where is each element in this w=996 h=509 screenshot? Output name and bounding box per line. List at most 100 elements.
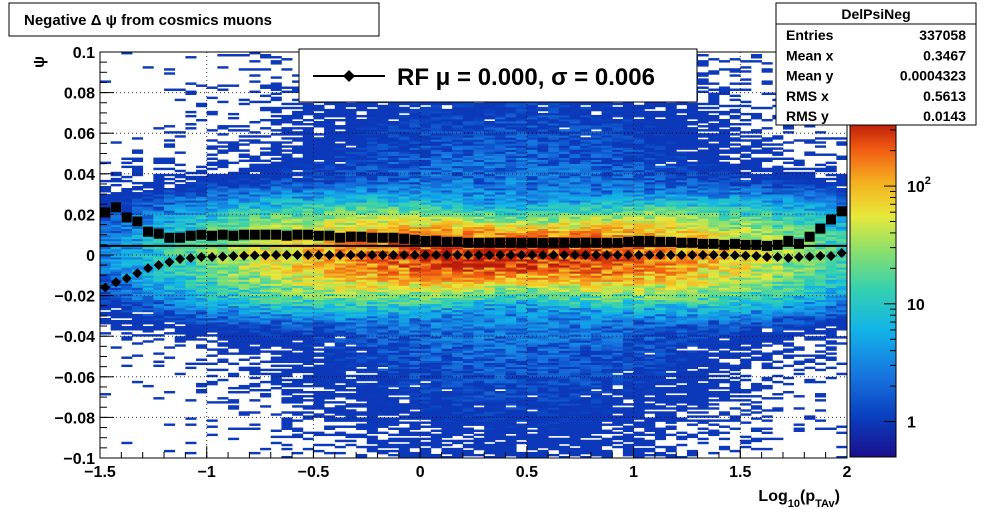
heatmap-cell <box>142 289 154 292</box>
heatmap-cell <box>206 267 218 270</box>
heatmap-cell <box>196 185 208 189</box>
heatmap-cell <box>249 60 261 63</box>
heatmap-cell <box>313 188 325 191</box>
heatmap-cell <box>313 155 325 158</box>
heatmap-cell <box>302 220 314 223</box>
heatmap-cell <box>228 173 240 177</box>
heatmap-cell <box>142 246 154 250</box>
heatmap-cell <box>281 265 293 268</box>
heatmap-cell <box>281 102 293 106</box>
heatmap-cell <box>260 405 272 408</box>
heatmap-cell <box>153 185 165 189</box>
heatmap-cell <box>121 269 133 272</box>
heatmap-cell <box>174 131 186 134</box>
heatmap-cell <box>313 348 325 351</box>
heatmap-cell <box>249 346 261 349</box>
heatmap-cell <box>142 273 154 276</box>
heatmap-cell <box>174 230 186 234</box>
heatmap-cell <box>100 226 112 230</box>
heatmap-cell <box>217 350 229 353</box>
heatmap-cell <box>313 372 325 376</box>
heatmap-cell <box>292 399 304 402</box>
heatmap-cell <box>270 210 282 213</box>
heatmap-cell <box>292 133 304 136</box>
heatmap-cell <box>100 185 112 189</box>
heatmap-cell <box>132 165 144 169</box>
heatmap-cell <box>302 370 314 374</box>
heatmap-cell <box>185 362 197 366</box>
heatmap-cell <box>153 177 165 181</box>
heatmap-cell <box>292 324 304 327</box>
heatmap-cell <box>249 366 261 370</box>
heatmap-cell <box>260 321 272 325</box>
heatmap-cell <box>100 332 112 335</box>
heatmap-cell <box>228 179 240 183</box>
heatmap-cell <box>217 285 229 288</box>
heatmap-cell <box>228 405 240 408</box>
heatmap-cell <box>260 295 272 299</box>
heatmap-cell <box>270 200 282 203</box>
heatmap-cell <box>313 297 325 301</box>
heatmap-cell <box>238 293 250 296</box>
heatmap-cell <box>302 192 314 195</box>
heatmap-cell <box>164 222 176 225</box>
heatmap-cell <box>164 317 176 321</box>
heatmap-cell <box>153 204 165 207</box>
heatmap-cell <box>313 315 325 319</box>
heatmap-cell <box>132 188 144 191</box>
heatmap-cell <box>302 185 314 189</box>
heatmap-cell <box>292 378 304 382</box>
heatmap-cell <box>196 102 208 106</box>
heatmap-cell <box>238 54 250 57</box>
heatmap-cell <box>164 289 176 292</box>
heatmap-cell <box>153 216 165 219</box>
heatmap-cell <box>228 307 240 311</box>
heatmap-cell <box>196 313 208 317</box>
heatmap-cell <box>110 183 122 187</box>
heatmap-cell <box>185 291 197 294</box>
heatmap-cell <box>185 181 197 185</box>
heatmap-cell <box>260 226 272 230</box>
heatmap-cell <box>132 181 144 185</box>
heatmap-cell <box>206 340 218 343</box>
heatmap-cell <box>164 159 176 163</box>
heatmap-cell <box>260 342 272 345</box>
heatmap-cell <box>217 301 229 305</box>
heatmap-cell <box>217 133 229 136</box>
heatmap-cell <box>228 208 240 211</box>
heatmap-cell <box>238 269 250 272</box>
heatmap-cell <box>164 279 176 282</box>
heatmap-cell <box>292 208 304 211</box>
heatmap-cell <box>356 417 368 420</box>
heatmap-cell <box>196 171 208 175</box>
heatmap-cell <box>174 135 186 138</box>
heatmap-cell <box>196 181 208 185</box>
heatmap-cell <box>206 210 218 213</box>
heatmap-cell <box>174 328 186 331</box>
heatmap-cell <box>260 173 272 177</box>
heatmap-cell <box>228 265 240 268</box>
heatmap-cell <box>281 263 293 266</box>
heatmap-cell <box>292 352 304 355</box>
heatmap-cell <box>302 206 314 209</box>
heatmap-cell <box>260 277 272 280</box>
heatmap-cell <box>249 299 261 303</box>
heatmap-cell <box>302 330 314 333</box>
heatmap-cell <box>430 433 442 437</box>
heatmap-cell <box>249 313 261 317</box>
heatmap-cell <box>302 188 314 191</box>
heatmap-cell <box>270 202 282 205</box>
heatmap-cell <box>174 175 186 179</box>
heatmap-cell <box>217 261 229 264</box>
heatmap-cell <box>270 173 282 177</box>
heatmap-cell <box>174 214 186 217</box>
heatmap-cell <box>185 285 197 288</box>
heatmap-cell <box>302 143 314 146</box>
heatmap-cell <box>302 324 314 327</box>
heatmap-cell <box>110 319 122 323</box>
heatmap-cell <box>217 293 229 296</box>
heatmap-cell <box>249 139 261 142</box>
heatmap-cell <box>249 185 261 189</box>
heatmap-cell <box>249 248 261 252</box>
heatmap-cell <box>270 269 282 272</box>
